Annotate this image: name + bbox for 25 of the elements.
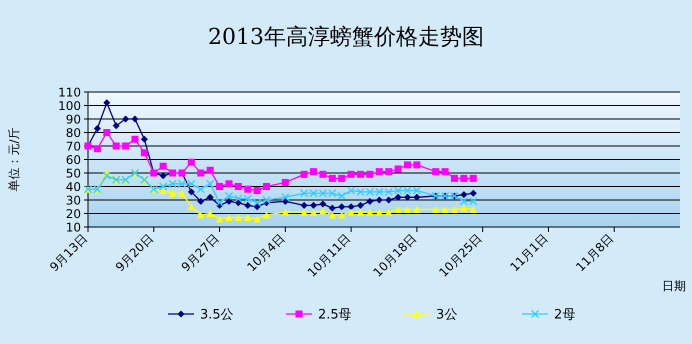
x-tick-label: 10月25日 xyxy=(436,231,485,280)
y-tick-label: 60 xyxy=(66,153,81,167)
y-tick-label: 100 xyxy=(58,99,81,113)
legend-label: 3公 xyxy=(436,308,458,322)
legend-label: 2.5母 xyxy=(318,308,352,322)
y-tick-label: 90 xyxy=(66,112,81,126)
x-tick-label: 9月27日 xyxy=(178,231,222,274)
y-tick-label: 110 xyxy=(58,86,81,100)
y-tick-label: 30 xyxy=(66,194,81,208)
y-tick-label: 40 xyxy=(66,180,81,194)
y-tick-label: 70 xyxy=(66,140,81,154)
x-tick-label: 11月1日 xyxy=(508,231,551,274)
chart-title: 2013年高淳螃蟹价格走势图 xyxy=(208,25,484,50)
y-tick-label: 80 xyxy=(66,126,81,140)
y-tick-label: 50 xyxy=(66,166,81,180)
y-axis-title: 单位：元/斤 xyxy=(7,127,21,192)
x-tick-label: 9月20日 xyxy=(112,231,156,274)
x-tick-label: 10月4日 xyxy=(244,231,288,274)
y-tick-label: 20 xyxy=(66,207,81,221)
x-axis-title: 日期 xyxy=(662,279,686,293)
x-tick-label: 10月18日 xyxy=(370,231,420,280)
legend-label: 3.5公 xyxy=(200,308,234,322)
legend-label: 2母 xyxy=(554,308,576,322)
x-tick-label: 11月8日 xyxy=(573,231,616,274)
x-tick-label: 10月11日 xyxy=(304,231,354,280)
